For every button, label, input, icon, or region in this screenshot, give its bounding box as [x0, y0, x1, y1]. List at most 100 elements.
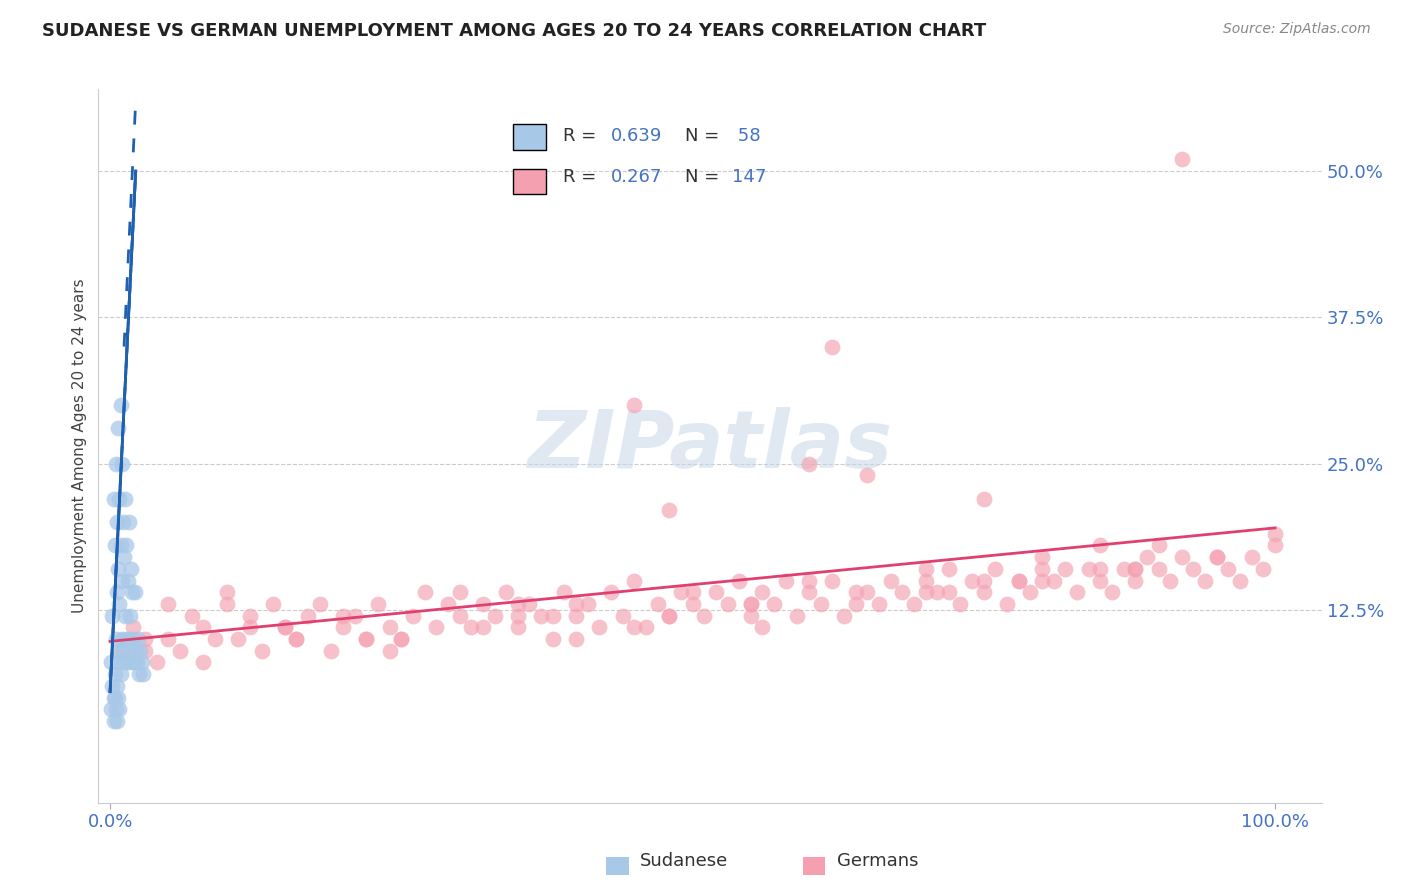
Point [519, 597, 541, 611]
Point [262, 597, 284, 611]
Point [100, 702, 122, 716]
Point [914, 562, 936, 576]
Point [891, 585, 914, 599]
Text: 58: 58 [733, 127, 761, 145]
Point [763, 597, 786, 611]
Point [1205, 550, 1227, 565]
Point [1066, 585, 1088, 599]
Point [576, 597, 599, 611]
Point [1182, 562, 1205, 576]
Point [1101, 585, 1123, 599]
Point [960, 574, 983, 588]
Point [868, 597, 890, 611]
Point [995, 597, 1018, 611]
Point [1054, 562, 1077, 576]
Text: N =: N = [685, 127, 724, 145]
Point [740, 597, 762, 611]
Point [658, 608, 681, 623]
Point [332, 608, 354, 623]
Point [856, 585, 879, 599]
Point [437, 597, 460, 611]
Point [104, 538, 127, 552]
Point [103, 690, 125, 705]
Point [740, 608, 762, 623]
Point [821, 340, 844, 354]
Point [127, 632, 149, 646]
Point [1159, 574, 1181, 588]
Point [204, 632, 226, 646]
Point [285, 632, 308, 646]
Text: Sudanese: Sudanese [640, 852, 728, 870]
Point [110, 538, 132, 552]
Point [378, 620, 401, 634]
Text: R =: R = [564, 127, 602, 145]
Point [193, 620, 215, 634]
Point [100, 656, 122, 670]
Point [250, 644, 273, 658]
Point [193, 656, 215, 670]
Point [612, 608, 634, 623]
Point [343, 608, 366, 623]
Point [125, 644, 148, 658]
Point [565, 632, 588, 646]
Point [1112, 562, 1135, 576]
Point [658, 503, 681, 517]
Point [105, 585, 128, 599]
Point [104, 690, 127, 705]
Point [1253, 562, 1275, 576]
Point [914, 585, 936, 599]
Point [1147, 538, 1170, 552]
Point [111, 632, 134, 646]
Point [425, 620, 447, 634]
Point [658, 608, 681, 623]
Point [239, 608, 262, 623]
Point [122, 632, 145, 646]
Text: ZIPatlas: ZIPatlas [527, 407, 893, 485]
Point [797, 585, 820, 599]
Point [600, 585, 623, 599]
Point [118, 515, 141, 529]
Point [449, 585, 471, 599]
FancyBboxPatch shape [513, 125, 547, 150]
Point [285, 632, 308, 646]
Point [775, 574, 797, 588]
Point [949, 597, 972, 611]
Point [108, 702, 131, 716]
Text: N =: N = [685, 168, 724, 186]
Point [984, 562, 1007, 576]
Point [104, 702, 127, 716]
Point [389, 632, 412, 646]
Point [111, 644, 134, 658]
Point [1123, 562, 1146, 576]
Point [623, 620, 645, 634]
Point [402, 608, 425, 623]
Point [226, 632, 249, 646]
Point [506, 597, 529, 611]
Point [1008, 574, 1031, 588]
Point [131, 667, 153, 681]
Point [128, 667, 150, 681]
Point [134, 632, 156, 646]
Point [1019, 585, 1042, 599]
Point [111, 457, 134, 471]
Text: 147: 147 [733, 168, 766, 186]
Point [471, 620, 494, 634]
Point [125, 656, 148, 670]
Text: R =: R = [564, 168, 602, 186]
Point [112, 550, 135, 565]
Point [506, 620, 529, 634]
Point [973, 585, 995, 599]
Point [112, 656, 135, 670]
Point [121, 656, 143, 670]
Point [308, 597, 330, 611]
FancyBboxPatch shape [513, 169, 547, 194]
Point [879, 574, 901, 588]
Point [104, 457, 127, 471]
Point [107, 690, 129, 705]
Point [1147, 562, 1170, 576]
Point [903, 597, 925, 611]
Point [108, 491, 131, 506]
Point [1136, 550, 1159, 565]
Point [1031, 550, 1053, 565]
Point [740, 597, 762, 611]
